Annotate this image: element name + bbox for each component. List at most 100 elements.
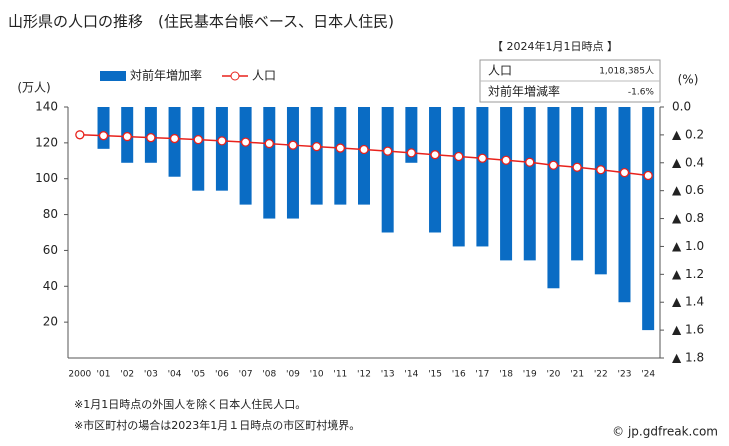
x-tick-label: '11 (333, 370, 347, 380)
bar (358, 107, 370, 205)
y-tick-label: 60 (43, 243, 58, 257)
point (217, 136, 227, 146)
point (335, 143, 345, 153)
point (288, 140, 298, 150)
bar (500, 107, 513, 261)
source: © jp.gdfreak.com (612, 425, 718, 439)
point (477, 153, 488, 163)
point (643, 170, 653, 181)
bar (547, 107, 560, 289)
bar (429, 107, 442, 233)
y-tick-label: 80 (43, 207, 58, 221)
y2-tick-label: ▲ 0.8 (672, 211, 704, 225)
point (430, 150, 440, 160)
y2-tick-label: ▲ 1.4 (672, 295, 704, 309)
x-tick-label: 2000 (68, 370, 91, 380)
bar (618, 107, 631, 303)
point (264, 138, 274, 149)
y-tick-label: 140 (35, 100, 58, 114)
x-tick-label: '16 (452, 370, 466, 380)
legend-label: 対前年増加率 (130, 68, 202, 83)
point (596, 165, 606, 175)
x-tick-label: '06 (215, 370, 229, 380)
y2-tick-label: ▲ 1.0 (672, 239, 704, 253)
legend-swatch (230, 71, 240, 81)
point (525, 157, 535, 167)
chart-title: 山形県の人口の推移 (住民基本台帳ベース、日本人住民) (8, 13, 394, 31)
point (454, 151, 464, 162)
note: ※市区町村の場合は2023年1月１日時点の市区町村境界。 (74, 418, 360, 432)
x-tick-label: '18 (499, 370, 513, 380)
point (75, 130, 85, 140)
bar (476, 107, 489, 247)
y2-tick-label: 0.0 (672, 100, 691, 114)
x-tick-label: '20 (546, 370, 560, 380)
y2-tick-label: ▲ 0.2 (672, 127, 704, 141)
bar (523, 107, 536, 261)
point (122, 131, 132, 142)
bar (381, 107, 394, 233)
y-tick-label: 20 (43, 315, 58, 329)
point (548, 160, 559, 170)
x-tick-label: '19 (523, 370, 537, 380)
x-tick-label: '15 (428, 370, 442, 380)
point (193, 134, 203, 145)
bar (571, 107, 584, 261)
info-value: -1.6% (628, 88, 655, 98)
bar (405, 107, 418, 163)
point (169, 133, 180, 144)
bar (452, 107, 465, 247)
note: ※1月1日時点の外国人を除く日本人住民人口。 (74, 397, 306, 411)
x-tick-label: '14 (404, 370, 418, 380)
y2-tick-label: ▲ 0.4 (672, 155, 704, 169)
x-tick-label: '02 (120, 370, 134, 380)
bar (310, 107, 323, 205)
bar (97, 107, 110, 149)
bar (334, 107, 347, 205)
info-heading: 【 2024年1月1日時点 】 (492, 39, 618, 53)
x-tick-label: '17 (475, 370, 489, 380)
y-tick-label: 40 (43, 279, 58, 293)
x-tick-label: '04 (168, 370, 182, 380)
legend-swatch (100, 71, 126, 81)
point (311, 141, 322, 152)
bar (286, 107, 299, 219)
point (98, 131, 109, 141)
y-axis-label: (万人) (17, 81, 50, 95)
x-tick-label: '07 (239, 370, 253, 380)
bar (594, 107, 607, 275)
info-label: 対前年増減率 (488, 84, 560, 99)
x-tick-label: '08 (262, 370, 276, 380)
bar (239, 107, 252, 205)
y-tick-label: 120 (35, 135, 58, 149)
x-tick-label: '05 (191, 370, 205, 380)
x-tick-label: '21 (570, 370, 584, 380)
bar (215, 107, 228, 191)
x-tick-label: '01 (97, 370, 111, 380)
x-tick-label: '22 (594, 370, 608, 380)
point (240, 137, 251, 147)
x-tick-label: '12 (357, 370, 371, 380)
point (501, 155, 511, 165)
point (572, 162, 582, 172)
x-tick-label: '23 (618, 370, 632, 380)
y-tick-label: 100 (35, 171, 58, 185)
point (383, 146, 393, 156)
y2-tick-label: ▲ 1.8 (672, 351, 704, 365)
x-tick-label: '10 (310, 370, 324, 380)
bar (642, 107, 655, 331)
y2-tick-label: ▲ 0.6 (672, 183, 704, 197)
y2-tick-label: ▲ 1.2 (672, 267, 704, 281)
y2-tick-label: ▲ 1.6 (672, 323, 704, 337)
point (619, 167, 630, 178)
x-tick-label: '03 (144, 370, 158, 380)
bar (192, 107, 205, 191)
info-label: 人口 (488, 64, 512, 78)
point (406, 148, 417, 158)
legend-label: 人口 (252, 69, 276, 83)
x-tick-label: '24 (641, 370, 655, 380)
point (146, 133, 156, 143)
point (359, 144, 369, 155)
x-tick-label: '09 (286, 370, 300, 380)
